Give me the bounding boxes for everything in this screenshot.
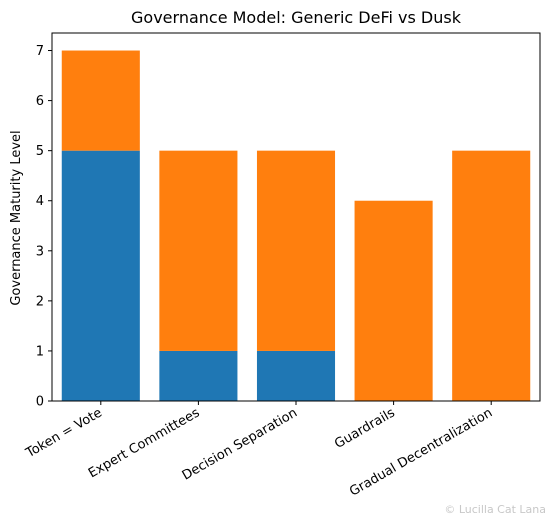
y-tick-label: 0: [36, 395, 44, 410]
bar-2-2: [256, 150, 336, 351]
y-tick-label: 5: [36, 144, 44, 159]
bar-1-2: [256, 350, 336, 401]
y-axis: 0 1 2 3 4 5 6 7: [36, 44, 52, 410]
bar-1-1: [159, 350, 238, 401]
bars-group: [61, 50, 531, 401]
y-tick-label: 7: [36, 44, 44, 59]
watermark-text: © Lucilla Cat Lana: [444, 503, 546, 516]
y-tick-label: 2: [36, 294, 44, 309]
plot-frame: [51, 32, 541, 402]
y-tick-label: 4: [36, 194, 44, 209]
x-tick-label: Guardrails: [332, 405, 398, 452]
y-tick-label: 3: [36, 244, 44, 259]
y-tick-label: 1: [36, 344, 44, 359]
bar-2-1: [159, 150, 238, 351]
y-axis-label: Governance Maturity Level: [9, 130, 24, 305]
bar-2-3: [354, 200, 433, 401]
watermark: © Lucilla Cat Lana: [444, 503, 546, 516]
bar-1-0: [61, 150, 140, 401]
chart-title: Governance Model: Generic DeFi vs Dusk: [131, 8, 462, 27]
x-tick-label: Token = Vote: [23, 405, 105, 461]
y-tick-label: 6: [36, 94, 44, 109]
bar-2-0: [61, 50, 140, 151]
bar-2-4: [452, 150, 531, 401]
